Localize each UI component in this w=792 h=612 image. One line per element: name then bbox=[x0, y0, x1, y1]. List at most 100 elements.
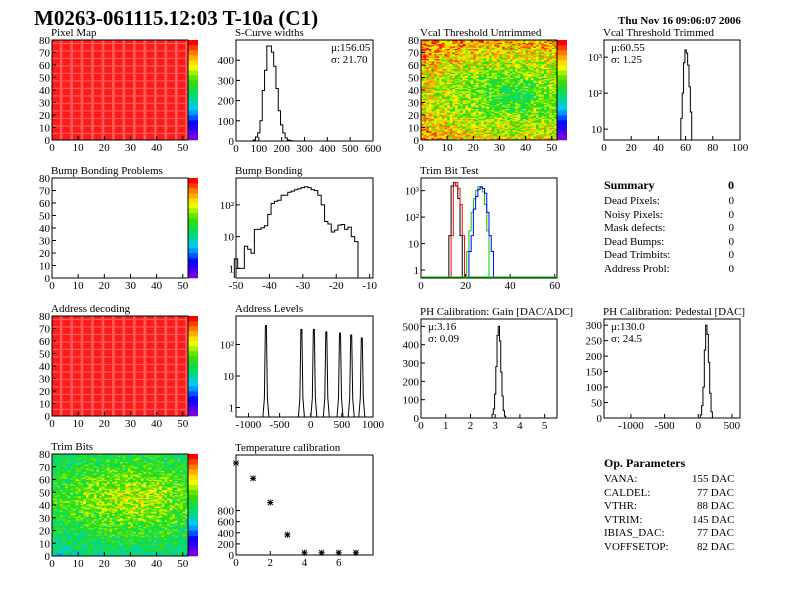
heatmap-cell bbox=[83, 96, 87, 98]
heatmap-cell bbox=[52, 45, 55, 47]
heatmap-cell bbox=[101, 126, 105, 128]
heatmap-cell bbox=[86, 60, 89, 62]
heatmap-cell bbox=[104, 120, 108, 122]
heatmap-cell bbox=[70, 71, 74, 73]
heatmap-cell bbox=[109, 92, 113, 95]
heatmap-cell bbox=[70, 93, 74, 96]
heatmap-cell bbox=[99, 91, 102, 93]
heatmap-cell bbox=[104, 101, 108, 103]
heatmap-cell bbox=[93, 95, 97, 97]
heatmap-cell bbox=[62, 87, 66, 90]
heatmap-cell bbox=[86, 107, 89, 110]
heatmap-cell bbox=[91, 132, 95, 135]
heatmap-cell bbox=[101, 127, 105, 130]
heatmap-cell bbox=[70, 132, 74, 135]
heatmap-cell bbox=[99, 87, 102, 90]
heatmap-cell bbox=[59, 113, 63, 116]
heatmap-cell bbox=[75, 96, 79, 98]
heatmap-cell bbox=[52, 56, 55, 58]
heatmap-cell bbox=[67, 116, 71, 118]
heatmap-cell bbox=[72, 130, 76, 132]
heatmap-cell bbox=[75, 58, 79, 61]
heatmap-cell bbox=[54, 112, 58, 115]
heatmap-cell bbox=[88, 61, 92, 63]
heatmap-cell bbox=[83, 52, 87, 55]
heatmap-cell bbox=[96, 97, 100, 100]
heatmap-cell bbox=[72, 47, 76, 50]
heatmap-cell bbox=[80, 136, 84, 138]
heatmap-cell bbox=[99, 82, 102, 85]
heatmap-cell bbox=[52, 115, 55, 117]
heatmap-cell bbox=[52, 53, 55, 56]
heatmap-cell bbox=[86, 135, 89, 137]
heatmap-cell bbox=[62, 102, 66, 105]
heatmap-cell bbox=[106, 72, 110, 75]
heatmap-cell bbox=[57, 41, 61, 43]
heatmap-cell bbox=[59, 121, 63, 123]
heatmap-cell bbox=[99, 85, 102, 87]
heatmap-cell bbox=[83, 86, 87, 88]
heatmap-cell bbox=[96, 121, 100, 123]
heatmap-cell bbox=[75, 117, 79, 120]
heatmap-cell bbox=[72, 122, 76, 125]
heatmap-cell bbox=[57, 57, 61, 60]
heatmap-cell bbox=[52, 50, 55, 52]
heatmap-cell bbox=[52, 66, 55, 68]
heatmap-cell bbox=[65, 85, 68, 87]
heatmap-cell bbox=[78, 71, 82, 73]
colorbar-segment bbox=[188, 95, 198, 101]
heatmap-cell bbox=[104, 132, 108, 135]
heatmap-cell bbox=[109, 130, 113, 132]
heatmap-cell bbox=[65, 118, 68, 121]
heatmap-cell bbox=[91, 101, 95, 103]
heatmap-cell bbox=[65, 80, 68, 82]
heatmap-cell bbox=[54, 126, 58, 128]
heatmap-cell bbox=[104, 52, 108, 55]
heatmap-cell bbox=[72, 116, 76, 118]
heatmap-cell bbox=[57, 91, 61, 93]
heatmap-cell bbox=[93, 57, 97, 60]
heatmap-cell bbox=[91, 46, 95, 48]
heatmap-cell bbox=[78, 46, 82, 48]
heatmap-cell bbox=[99, 120, 102, 122]
heatmap-cell bbox=[86, 91, 89, 93]
heatmap-cell bbox=[65, 103, 68, 106]
heatmap-cell bbox=[93, 93, 97, 96]
heatmap-cell bbox=[99, 132, 102, 135]
heatmap-cell bbox=[70, 53, 74, 56]
heatmap-cell bbox=[99, 51, 102, 53]
heatmap-cell bbox=[106, 81, 110, 83]
heatmap-cell bbox=[96, 126, 100, 128]
heatmap-cell bbox=[96, 90, 100, 92]
heatmap-cell bbox=[62, 95, 66, 97]
heatmap-cell bbox=[70, 87, 74, 90]
heatmap-cell bbox=[59, 58, 63, 61]
heatmap-cell bbox=[83, 55, 87, 57]
heatmap-cell bbox=[91, 113, 95, 116]
heatmap-cell bbox=[57, 118, 61, 121]
heatmap-cell bbox=[104, 86, 108, 88]
heatmap-cell bbox=[109, 127, 113, 130]
heatmap-cell bbox=[57, 86, 61, 88]
heatmap-cell bbox=[99, 46, 102, 48]
heatmap-cell bbox=[72, 51, 76, 53]
heatmap-cell bbox=[57, 61, 61, 63]
heatmap-cell bbox=[80, 70, 84, 72]
heatmap-cell bbox=[67, 137, 71, 140]
heatmap-cell bbox=[57, 62, 61, 65]
heatmap-cell bbox=[72, 132, 76, 135]
heatmap-cell bbox=[75, 78, 79, 81]
heatmap-cell bbox=[59, 125, 63, 127]
heatmap-cell bbox=[88, 70, 92, 72]
heatmap-cell bbox=[80, 87, 84, 90]
heatmap-cell bbox=[91, 85, 95, 87]
heatmap-cell bbox=[54, 47, 58, 50]
heatmap-cell bbox=[57, 55, 61, 57]
heatmap-cell bbox=[65, 53, 68, 56]
heatmap-cell bbox=[104, 80, 108, 82]
heatmap-cell bbox=[54, 55, 58, 57]
heatmap-cell bbox=[91, 115, 95, 117]
heatmap-cell bbox=[59, 110, 63, 112]
heatmap-cell bbox=[86, 128, 89, 131]
heatmap-cell bbox=[78, 122, 82, 125]
